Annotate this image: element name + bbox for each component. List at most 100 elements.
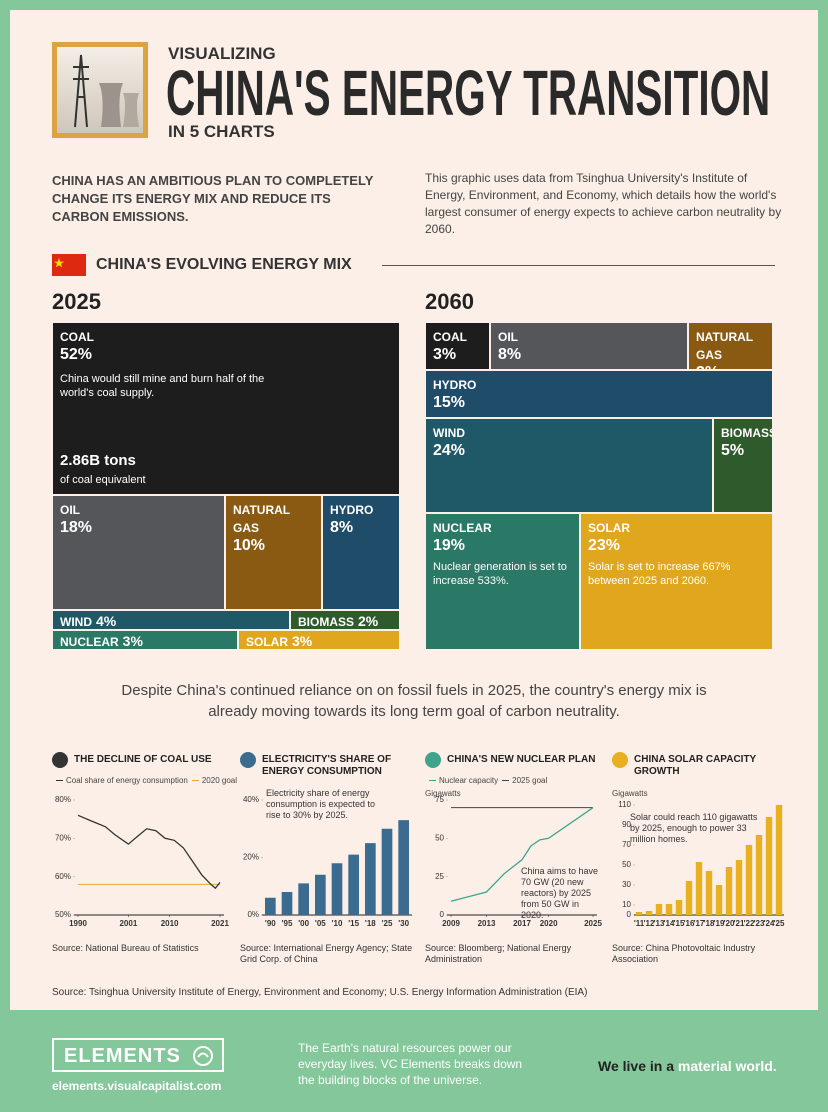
x-tick-label: '14 (664, 919, 675, 928)
treemap-cell: WIND 24% (425, 418, 713, 513)
value-label: 2% (358, 613, 379, 629)
bottom-source: Source: Tsinghua University Institute of… (52, 987, 588, 998)
y-tick-label: 20% (243, 853, 259, 862)
x-tick-label: 2017 (513, 919, 531, 928)
chart-icon (240, 752, 256, 768)
line-series (77, 814, 221, 890)
y-tick-label: 50 (622, 860, 631, 869)
bar (365, 843, 376, 915)
x-tick-label: 2010 (161, 919, 179, 928)
intro-lead: CHINA HAS AN AMBITIOUS PLAN TO COMPLETEL… (52, 173, 374, 224)
chart-source: Source: China Photovoltaic Industry Asso… (612, 943, 756, 964)
x-tick-label: 2001 (119, 919, 137, 928)
y-tick-label: 50% (55, 910, 71, 919)
treemap-cell: NUCLEAR 3% (52, 630, 238, 650)
bar (665, 904, 673, 915)
y-tick-label: 50 (435, 833, 444, 842)
y-tick-label: 60% (55, 872, 71, 881)
annotation: 2.86B tons (60, 452, 136, 469)
brand-box: ELEMENTS (52, 1038, 224, 1072)
x-tick-label: '22 (744, 919, 755, 928)
bar (775, 805, 783, 915)
caption: Despite China's continued reliance on on… (0, 680, 828, 722)
x-tick-label: '10 (332, 919, 343, 928)
bar (281, 892, 293, 915)
category-label: OIL (60, 503, 80, 517)
category-label: WIND (433, 426, 465, 440)
footer-url: elements.visualcapitalist.com (52, 1079, 222, 1093)
footer-tagline: The Earth's natural resources power our … (298, 1041, 523, 1087)
x-tick-label: '16 (684, 919, 695, 928)
chart-title: CHINA'S NEW NUCLEAR PLAN (447, 754, 596, 765)
category-label: SOLAR (246, 635, 288, 649)
subtitle: IN 5 CHARTS (168, 122, 275, 141)
chart-plot: 0% 20% 40% '90 '95 '00 '05 '10 '15 '18 '25 '30 (243, 795, 412, 928)
chart-title: THE DECLINE OF COAL USE (74, 754, 212, 765)
bar (645, 911, 653, 915)
category-label: COAL (433, 330, 467, 344)
category-label: WIND (60, 615, 92, 629)
legend: Coal share of energy consumption 2020 goa… (52, 776, 237, 785)
chart-title: ELECTRICITY'S SHARE OF ENERGY CONSUMPTIO… (262, 754, 392, 777)
x-tick-label: 2009 (442, 919, 460, 928)
bar (755, 835, 763, 915)
bar (715, 885, 723, 915)
chart-plot: 50% 60% 70% 80% 1990 2001 2010 2021 (55, 795, 229, 928)
category-label: NATURAL GAS (233, 503, 290, 535)
value-label: 10% (233, 537, 266, 554)
bar (331, 863, 343, 915)
bar (735, 860, 743, 915)
x-tick-label: '18 (365, 919, 376, 928)
title: CHINA'S ENERGY TRANSITION (166, 57, 771, 129)
treemap-cell: NUCLEAR 19% (425, 513, 580, 650)
y-tick-label: 90 (622, 820, 631, 829)
annotation: Solar could reach 110 gigawatts by 2025,… (630, 812, 758, 844)
chart-icon (52, 752, 68, 768)
annotation: China aims to have 70 GW (20 new reactor… (521, 866, 599, 920)
value-label: 8% (330, 519, 354, 536)
value-label: 52% (60, 346, 93, 363)
treemap-cell: NATURAL GAS 10% (225, 495, 322, 610)
brand: ELEMENTS (64, 1045, 181, 1067)
chart-source: Source: National Bureau of Statistics (52, 943, 199, 953)
legend-label: Nuclear capacity (439, 776, 499, 785)
category-label: SOLAR (588, 521, 630, 535)
y-tick-label: 110 (618, 800, 631, 809)
caption-text: Despite China's continued reliance on on… (121, 682, 707, 720)
category-label: BIOMASS (721, 426, 773, 440)
legend-label: 2025 goal (512, 776, 548, 785)
treemap-cell: OIL 18% (52, 495, 225, 610)
annotation: Nuclear generation is set to increase 53… (433, 561, 567, 587)
kicker: VISUALIZING (168, 44, 276, 63)
intro-body: This graphic uses data from Tsinghua Uni… (425, 171, 782, 236)
bar (348, 854, 359, 915)
category-label: BIOMASS (298, 615, 355, 629)
x-tick-label: '20 (724, 919, 735, 928)
footer-motto: We live in a material world. (598, 1058, 777, 1074)
treemap-cell: WIND 4% (52, 610, 290, 630)
value-label: 3% (292, 633, 313, 649)
category-label: NUCLEAR (60, 635, 119, 649)
treemap-title: 2025 (52, 289, 101, 314)
category-label: COAL (60, 330, 94, 344)
pylon-icon (73, 54, 139, 128)
legend-label: Coal share of energy consumption (66, 776, 188, 785)
value-label: 18% (60, 519, 93, 536)
x-tick-label: 2013 (478, 919, 496, 928)
annotation: China would still mine and burn half of … (60, 373, 265, 399)
annotation: Electricity share of energy consumption … (266, 788, 376, 820)
bar (381, 828, 393, 915)
legend-swatch (56, 780, 63, 782)
y-axis-label: Gigawatts (425, 789, 461, 798)
y-tick-label: 75 (435, 795, 444, 804)
bar (635, 912, 643, 915)
treemap-cell: SOLAR 23% (580, 513, 773, 650)
treemap-cell: HYDRO 15% (425, 370, 773, 418)
value-label: 8% (498, 346, 522, 363)
chart-source: Source: Bloomberg; National Energy Admin… (425, 943, 572, 964)
header-image (52, 42, 148, 138)
treemap-cell: COAL 52% (52, 322, 400, 495)
treemap-cell: SOLAR 3% (238, 630, 400, 650)
chart-plot: 010 30 50 70 90 110 '11'12'13'14'15'16'17'18'1… (618, 800, 785, 928)
bar (705, 871, 713, 915)
